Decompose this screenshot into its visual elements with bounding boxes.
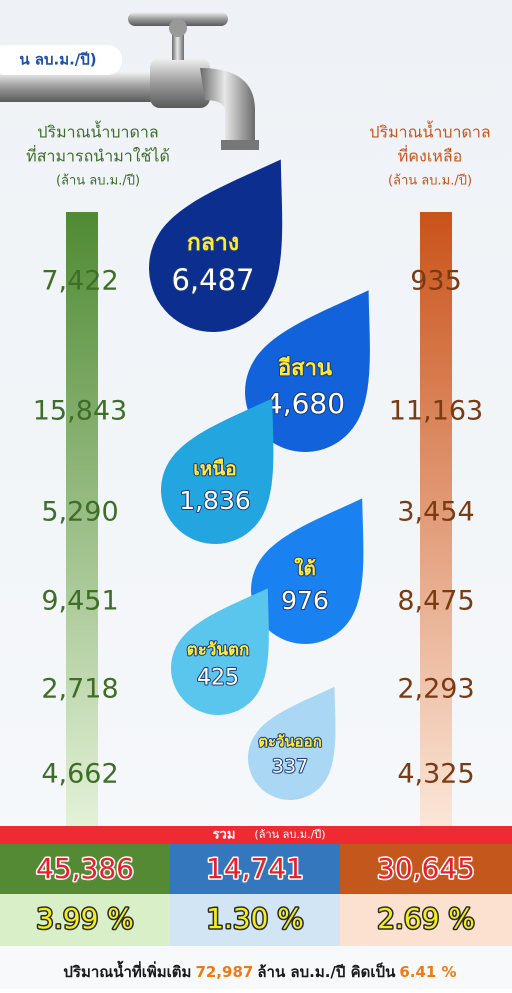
available-value: 4,662 xyxy=(41,759,118,790)
used-value: 4,680 xyxy=(265,387,345,420)
column-title: (ล้าน ลบ.ม./ปี) xyxy=(388,173,472,189)
available-value: 15,843 xyxy=(33,396,127,427)
totals-percent: 2.69 % xyxy=(377,902,475,935)
available-value: 2,718 xyxy=(41,674,118,705)
column-title: ปริมาณน้ำบาดาล xyxy=(37,121,158,142)
remaining-value: 3,454 xyxy=(397,497,474,528)
totals-value: 14,741 xyxy=(206,852,304,885)
totals-unit: (ล้าน ลบ.ม./ปี) xyxy=(254,828,325,841)
totals-value: 45,386 xyxy=(36,852,134,885)
totals-value: 30,645 xyxy=(377,852,475,885)
used-value: 6,487 xyxy=(171,263,254,297)
remaining-value: 935 xyxy=(410,266,462,297)
column-title: ที่สามารถนำมาใช้ได้ xyxy=(26,145,170,166)
unit-label: น ลบ.ม./ปี) xyxy=(19,51,96,69)
totals-percent: 3.99 % xyxy=(36,902,134,935)
column-title: (ล้าน ลบ.ม./ปี) xyxy=(56,173,140,189)
region-name: ตะวันออก xyxy=(258,733,322,751)
footer-text2: ล้าน ลบ.ม./ปี คิดเป็น xyxy=(257,962,396,981)
column-title: ปริมาณน้ำบาดาล xyxy=(369,121,490,142)
region-name: กลาง xyxy=(187,230,239,256)
used-value: 425 xyxy=(197,665,239,690)
column-title: ที่คงเหลือ xyxy=(398,145,463,166)
remaining-value: 8,475 xyxy=(397,586,474,617)
region-name: ตะวันตก xyxy=(187,640,250,660)
available-value: 7,422 xyxy=(41,266,118,297)
region-name: อีสาน xyxy=(278,356,332,381)
footer-amount: 72,987 xyxy=(195,963,253,981)
available-value: 5,290 xyxy=(41,497,118,528)
used-value: 337 xyxy=(272,756,308,778)
footer-percent: 6.41 % xyxy=(399,963,456,981)
totals-percent: 1.30 % xyxy=(206,902,304,935)
remaining-value: 2,293 xyxy=(397,674,474,705)
used-value: 976 xyxy=(281,586,329,615)
region-name: ใต้ xyxy=(294,557,316,580)
remaining-value: 4,325 xyxy=(397,759,474,790)
infographic: น ลบ.ม./ปี) ปริมาณน้ำบาดาลที่สามารถนำมาใ… xyxy=(0,0,512,989)
totals-label: รวม xyxy=(213,828,236,843)
remaining-value: 11,163 xyxy=(389,396,483,427)
available-value: 9,451 xyxy=(41,586,118,617)
used-value: 1,836 xyxy=(179,486,251,515)
footer-text1: ปริมาณน้ำที่เพิ่มเติม xyxy=(63,960,191,981)
region-name: เหนือ xyxy=(193,458,236,480)
